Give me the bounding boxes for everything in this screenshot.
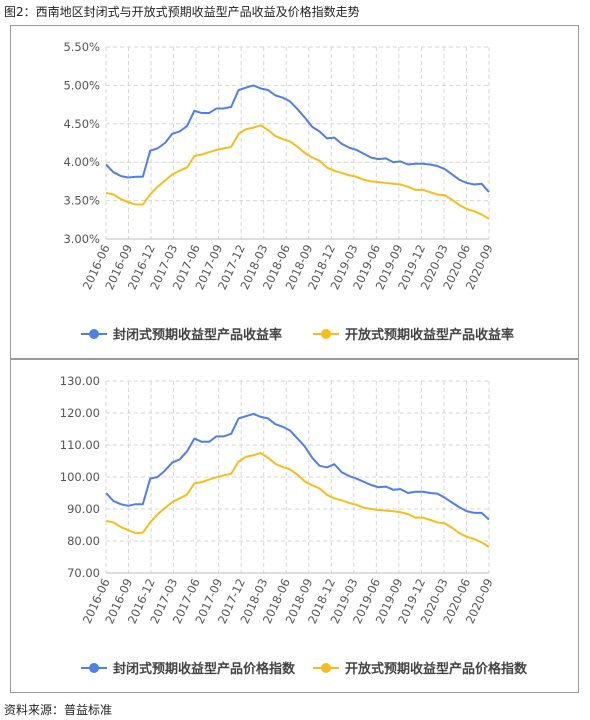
y-tick-label: 4.00% bbox=[63, 155, 100, 169]
figure-title: 图2：西南地区封闭式与开放式预期收益型产品收益及价格指数走势 bbox=[4, 5, 360, 19]
legend-dot-marker bbox=[89, 329, 99, 339]
series-line-open-end bbox=[105, 452, 490, 548]
legend-item[interactable]: 封闭式预期收益型产品收益率 bbox=[81, 327, 282, 343]
y-tick-label: 4.50% bbox=[63, 117, 100, 131]
y-tick-label: 5.50% bbox=[63, 40, 100, 54]
legend-label: 开放式预期收益型产品收益率 bbox=[345, 327, 514, 343]
y-tick-label: 5.00% bbox=[63, 78, 100, 92]
yield-line-chart: 3.00%3.50%4.00%4.50%5.00%5.50%2016-06201… bbox=[63, 40, 514, 343]
source-note: 资料来源：普益标准 bbox=[4, 703, 113, 717]
y-tick-label: 80.00 bbox=[67, 534, 100, 548]
y-tick-label: 3.00% bbox=[63, 232, 100, 246]
yield-chart-panel: 3.00% 3.50% 4.00% 4.50% 5.00% 5.50% 2016-06 201… bbox=[10, 25, 579, 359]
legend-item[interactable]: 开放式预期收益型产品收益率 bbox=[313, 327, 514, 343]
price-index-line-chart: 70.0080.0090.00100.00110.00120.00130.002… bbox=[60, 374, 528, 677]
y-tick-label: 90.00 bbox=[67, 502, 100, 516]
y-tick-label: 110.00 bbox=[60, 438, 100, 452]
legend-dot-marker bbox=[321, 329, 331, 339]
y-tick-label: 120.00 bbox=[60, 406, 100, 420]
legend-item[interactable]: 开放式预期收益型产品价格指数 bbox=[313, 661, 528, 677]
legend-dot-marker bbox=[321, 663, 331, 673]
legend-label: 开放式预期收益型产品价格指数 bbox=[345, 661, 528, 677]
price-index-chart-panel: 70.00 80.00 90.00 100.00 110.00 120.00 130.00 2… bbox=[10, 359, 579, 693]
series-line-closed-end bbox=[105, 412, 490, 521]
series-line-closed-end bbox=[105, 84, 490, 193]
legend-item[interactable]: 封闭式预期收益型产品价格指数 bbox=[81, 661, 296, 677]
y-tick-label: 130.00 bbox=[60, 374, 100, 388]
y-tick-label: 3.50% bbox=[63, 194, 100, 208]
y-tick-label: 70.00 bbox=[67, 566, 100, 580]
y-tick-label: 100.00 bbox=[60, 470, 100, 484]
legend-label: 封闭式预期收益型产品收益率 bbox=[113, 327, 282, 343]
series-line-open-end bbox=[105, 124, 490, 220]
legend-label: 封闭式预期收益型产品价格指数 bbox=[113, 661, 296, 677]
legend-dot-marker bbox=[89, 663, 99, 673]
